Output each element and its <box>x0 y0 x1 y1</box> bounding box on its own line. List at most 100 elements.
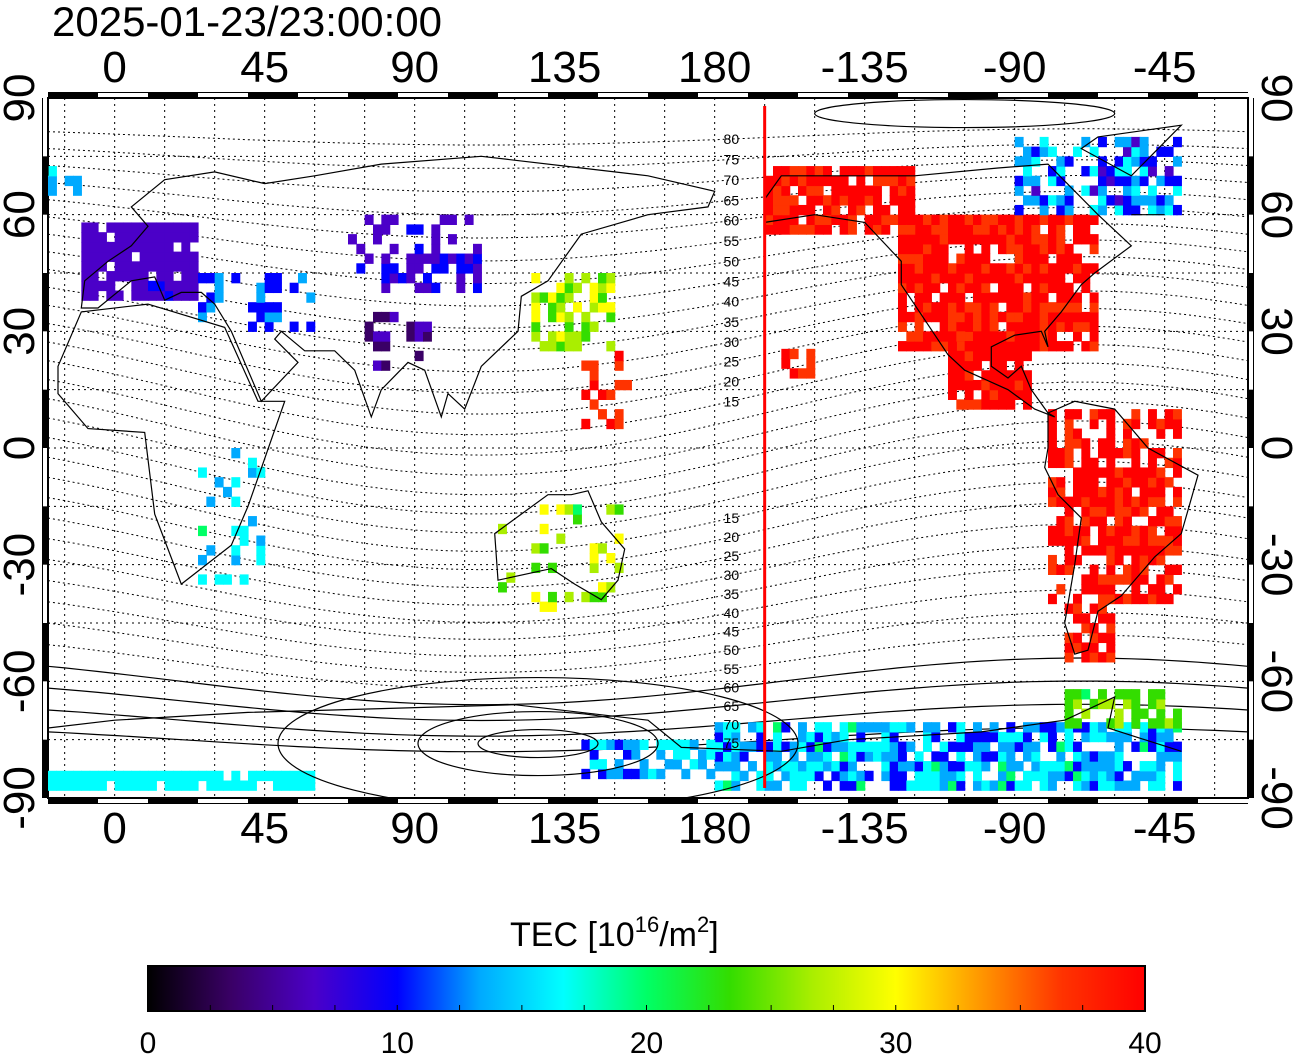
south-magnetic-pole-contours <box>277 676 799 798</box>
tec-cell-antarctic-band <box>214 780 224 791</box>
coastline-5 <box>48 124 1183 216</box>
tec-cell-north-america <box>956 273 966 284</box>
tec-cell-europe <box>131 241 141 253</box>
tec-cell-north-america <box>1056 282 1066 294</box>
tec-cell-antarctic-peninsula <box>1123 698 1132 710</box>
tec-cell-south-america <box>1056 486 1066 498</box>
tec-cell-antarctica <box>881 741 891 752</box>
tec-cell-antarctica <box>998 751 1007 762</box>
tec-cell-mexico <box>998 379 1007 391</box>
tec-cell-antarctic-peninsula <box>1114 708 1124 719</box>
tec-cell-japan <box>548 302 557 313</box>
tec-cell-north-america <box>964 302 974 313</box>
tec-cell-antarctica <box>898 751 907 762</box>
tec-cell-antarctic-peninsula <box>1156 698 1166 710</box>
tec-cell-south-america <box>1098 409 1107 420</box>
tec-cell-mexico <box>964 399 974 410</box>
tec-cell-south-america <box>1156 486 1166 498</box>
tec-cell-arctic-canada <box>1014 175 1024 187</box>
tec-cell-europe <box>131 280 141 292</box>
tec-cell-north-america <box>1014 234 1024 245</box>
tec-cell-north-america <box>948 302 957 313</box>
tec-cell-north-america <box>973 282 982 294</box>
tec-cell-north-america <box>1023 321 1032 332</box>
tec-cell-antarctica <box>1114 741 1124 752</box>
tec-cell-antarctica <box>864 722 874 733</box>
axis-gap <box>1249 681 1253 740</box>
tec-cell-arctic-canada <box>1031 156 1041 167</box>
tec-cell-antarctic-band <box>156 770 166 782</box>
tec-cell-north-america <box>956 263 966 274</box>
tec-cell-antarctica <box>798 741 807 752</box>
coastline-0 <box>57 303 286 586</box>
tec-cell-antarctica <box>923 770 932 782</box>
tec-cell-antarctica <box>931 731 941 743</box>
tec-cell-antarctica <box>831 770 841 782</box>
lon-tick-top-0: 0 <box>102 43 126 92</box>
tec-cell-south-america <box>1073 535 1082 546</box>
tec-cell-mexico <box>956 379 966 391</box>
tec-cell-alaska <box>764 204 774 216</box>
tec-cell-mexico <box>1023 331 1032 342</box>
tec-cell-south-america <box>1073 593 1082 605</box>
tec-cell-alaska <box>839 185 849 196</box>
tec-cell-alaska <box>781 204 791 216</box>
tec-cell-south-america <box>1098 506 1107 517</box>
tec-cell-north-america <box>1039 234 1049 245</box>
tec-cell-north-america <box>906 263 916 274</box>
tec-cell-india <box>373 331 382 342</box>
tec-cell-central-asia <box>431 224 441 235</box>
tec-cell-antarctica <box>789 751 799 762</box>
tec-cell-south-america <box>1148 525 1157 537</box>
tec-cell-south-america <box>1056 496 1066 507</box>
lat-tick-left-5: -60 <box>0 650 44 714</box>
tec-cell-alaska <box>898 204 907 216</box>
tec-cell-japan <box>556 311 566 323</box>
tec-cell-middle-east <box>306 321 316 332</box>
tec-cell-central-asia <box>381 282 391 294</box>
tec-cell-north-america <box>1031 321 1041 332</box>
lat-tick-right-0: 90 <box>1252 74 1294 123</box>
tec-cell-hawaii <box>806 348 816 360</box>
tec-cell-antarctica <box>823 741 832 752</box>
tec-cell-india <box>381 341 391 352</box>
tec-cell-north-america <box>981 224 991 235</box>
tec-cell-mexico <box>989 360 999 371</box>
tec-cell-south-america <box>1048 564 1057 575</box>
tec-cell-india <box>414 321 424 332</box>
tec-cell-antarctica <box>781 770 791 782</box>
tec-cell-south-america <box>1156 506 1166 517</box>
tec-cell-greenland <box>48 175 57 187</box>
tec-cell-south-america <box>1081 584 1091 595</box>
timestamp-title: 2025-01-23/23:00:00 <box>52 0 442 45</box>
tec-cell-arctic-canada <box>1139 156 1149 167</box>
tec-cell-australia <box>539 601 549 612</box>
tec-cell-middle-east <box>273 311 282 323</box>
tec-cell-north-america <box>1056 253 1066 264</box>
tec-cell-europe <box>114 271 124 282</box>
tec-cell-australia <box>614 533 624 544</box>
tec-cell-south-america <box>1173 409 1182 420</box>
tec-cell-arctic-canada <box>1156 175 1166 187</box>
tec-cell-europe <box>164 290 174 301</box>
tec-cell-south-america <box>1123 506 1132 517</box>
tec-cell-north-america <box>906 311 916 323</box>
tec-cell-japan <box>598 302 607 313</box>
tec-cell-antarctica <box>731 770 741 782</box>
tec-cell-ross <box>631 749 641 760</box>
tec-cell-japan <box>581 331 591 342</box>
tec-cell-ross <box>606 768 616 780</box>
tec-cell-antarctica <box>848 741 857 752</box>
tec-cell-antarctica <box>823 751 832 762</box>
tec-cell-south-america <box>1098 584 1107 595</box>
tec-cell-north-america <box>1073 214 1082 225</box>
tec-cell-europe <box>173 251 182 262</box>
tec-cell-arctic-canada <box>1073 146 1082 157</box>
tec-cell-europe <box>189 251 199 262</box>
tec-cell-ross <box>656 749 666 760</box>
tec-cell-antarctica <box>798 731 807 743</box>
axis-gap <box>98 799 148 803</box>
tec-cell-pacific <box>614 409 624 420</box>
maglat-label-n-7: 45 <box>724 274 740 290</box>
tec-cell-north-america <box>964 282 974 294</box>
